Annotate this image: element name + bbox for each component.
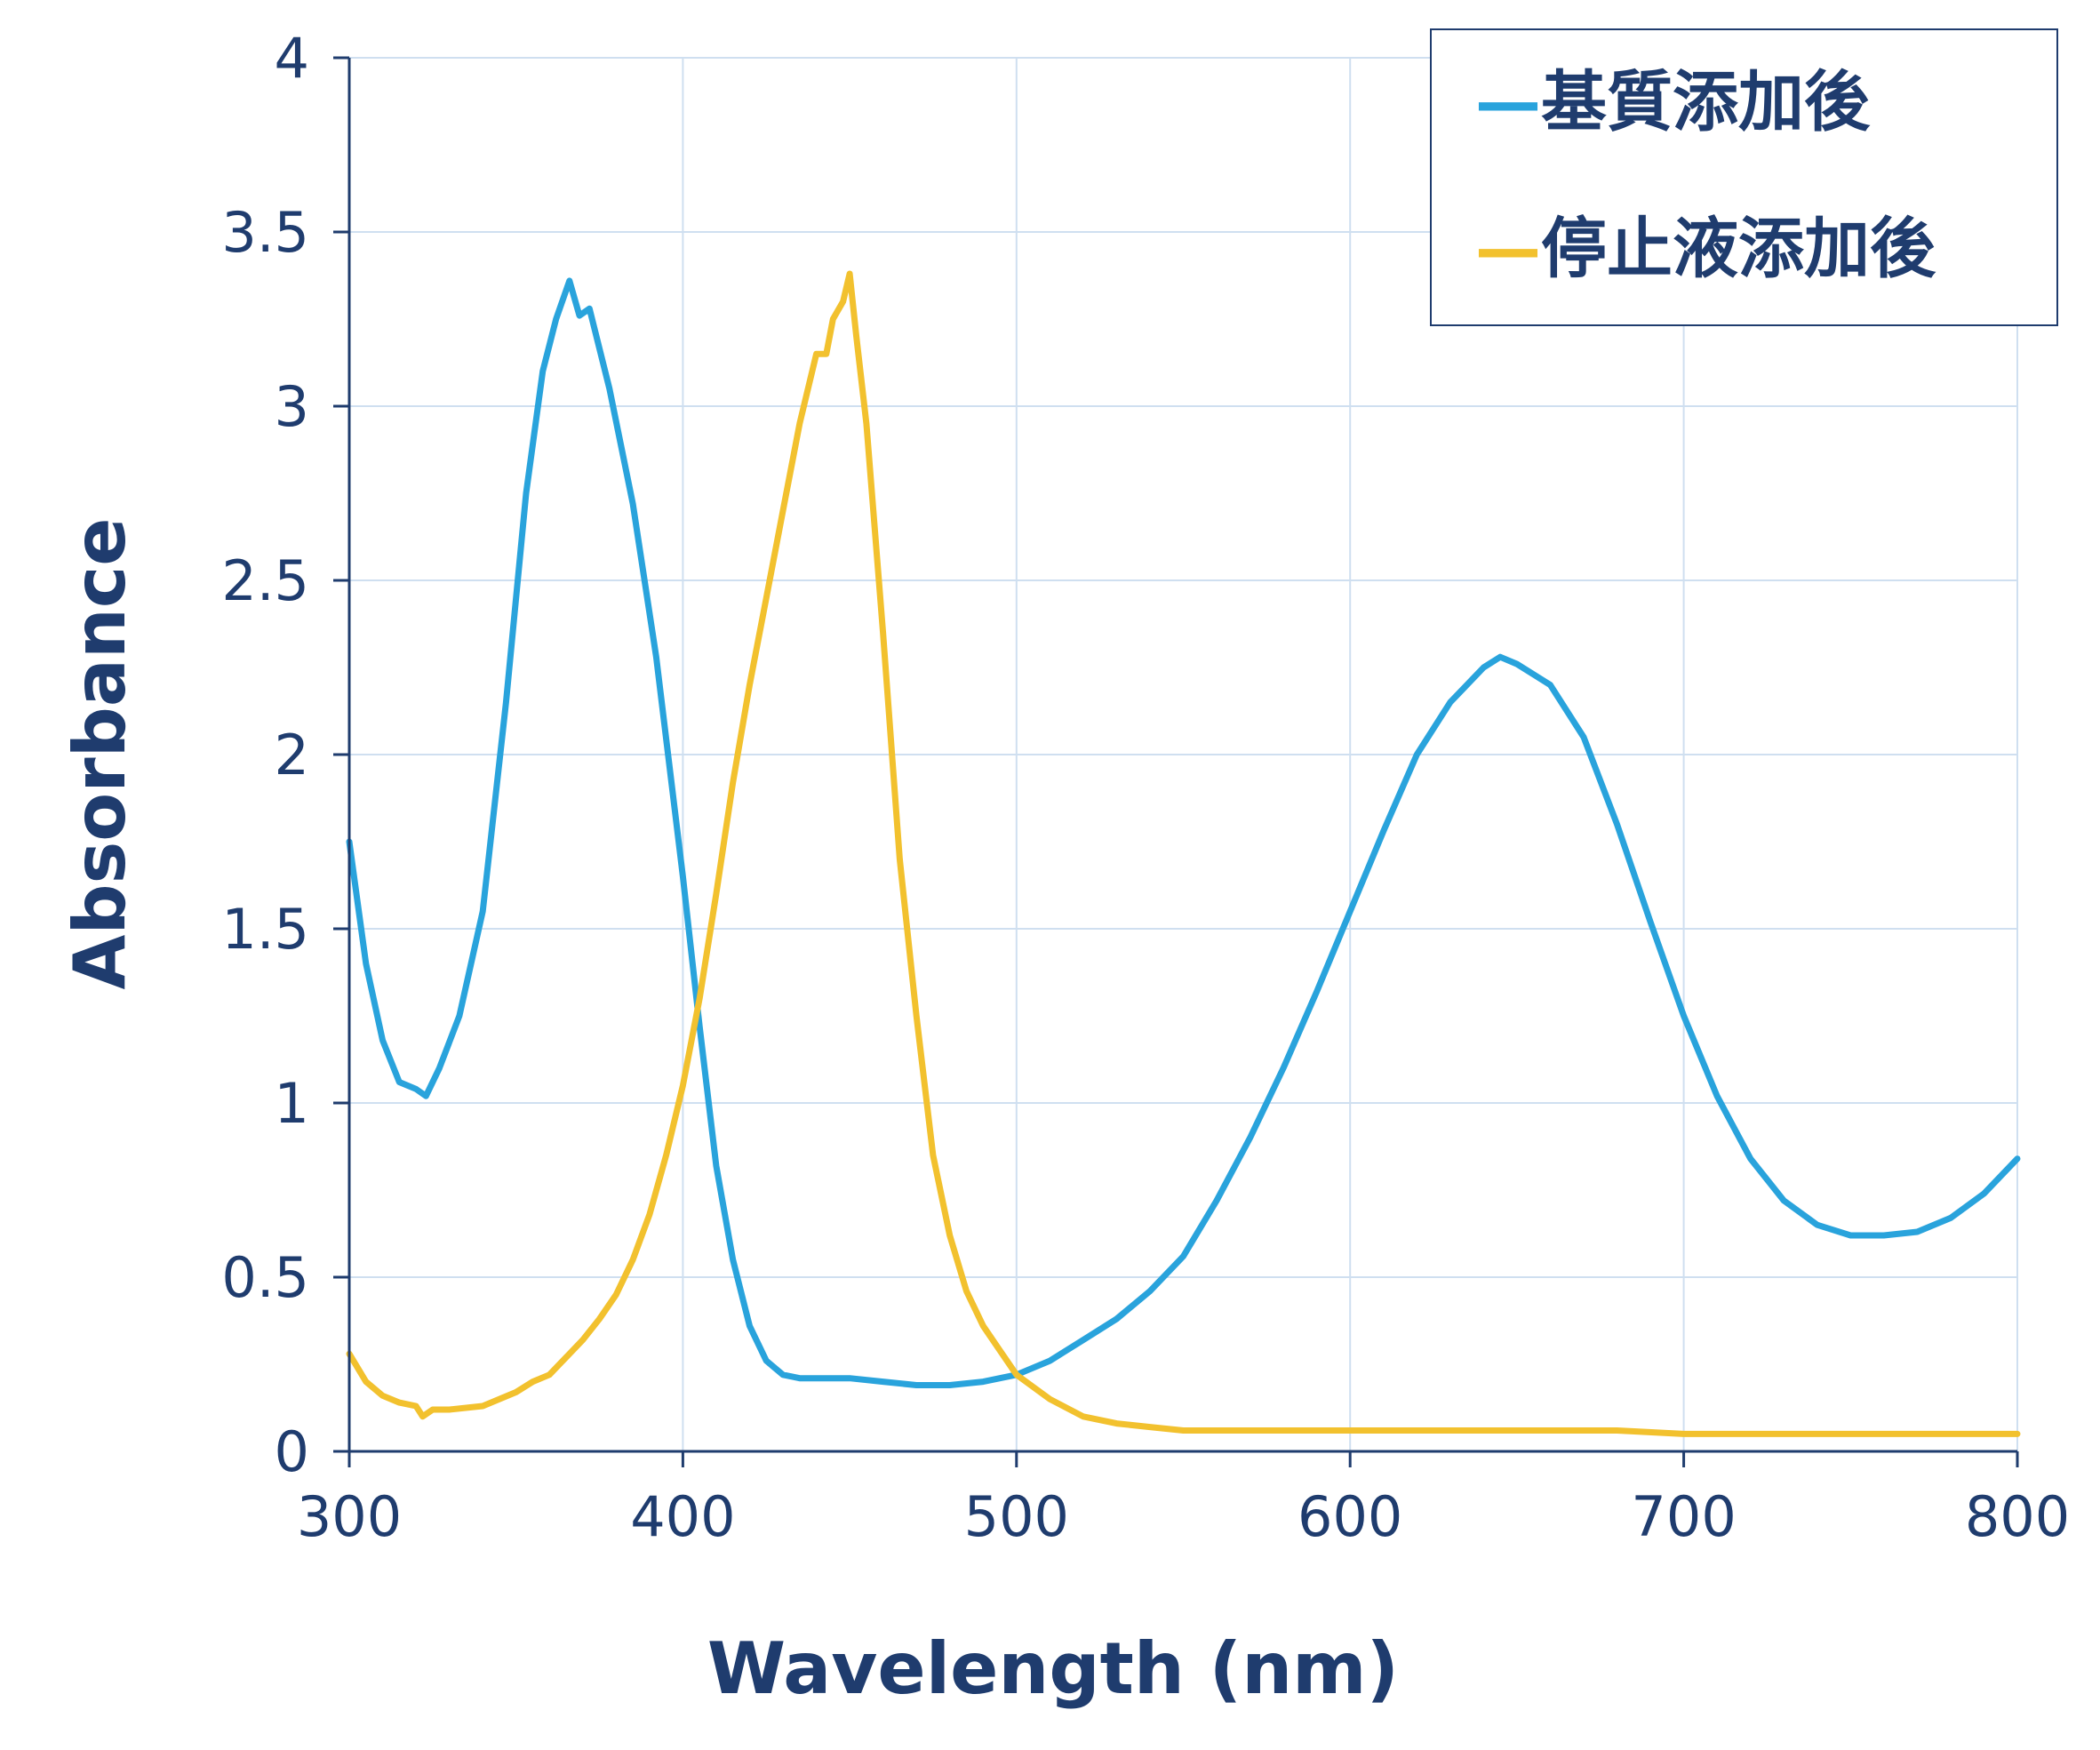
x-tick-label: 800 xyxy=(1965,1484,2070,1549)
legend-box xyxy=(1430,28,2058,326)
series-line-substrate xyxy=(346,277,2021,1388)
y-tick-label: 1.5 xyxy=(221,897,309,962)
x-tick-label: 700 xyxy=(1631,1484,1736,1549)
legend-label: 停止液添加後 xyxy=(1541,211,1936,287)
tick-labels: 0 0.5 1 1.5 2 2.5 3 3.5 4 300 400 500 600 700 800 xyxy=(221,26,2070,1549)
y-tick-label: 3 xyxy=(275,374,309,439)
y-tick-label: 0.5 xyxy=(221,1245,309,1310)
y-tick-label: 2.5 xyxy=(221,548,309,613)
x-axis-title: Wavelength (nm) xyxy=(707,1627,1399,1710)
x-tick-label: 400 xyxy=(630,1484,735,1549)
y-tick-label: 1 xyxy=(275,1071,309,1136)
axes xyxy=(333,56,2019,1467)
x-tick-label: 500 xyxy=(964,1484,1069,1549)
series-line-stop-solution xyxy=(346,270,2021,1437)
legend-swatch: — xyxy=(1475,211,1541,287)
y-tick-label: 3.5 xyxy=(221,200,309,265)
series-lines xyxy=(346,270,2021,1437)
x-tick-label: 300 xyxy=(297,1484,402,1549)
y-axis-title: Absorbance xyxy=(59,517,141,989)
legend-entry-stop-solution: —停止液添加後 xyxy=(1475,211,1936,287)
legend-label: 基質添加後 xyxy=(1541,64,1871,140)
legend: —基質添加後 —停止液添加後 xyxy=(1430,28,2058,326)
y-tick-label: 2 xyxy=(275,723,309,787)
y-tick-label: 4 xyxy=(275,26,309,91)
x-tick-label: 600 xyxy=(1298,1484,1402,1549)
legend-swatch: — xyxy=(1475,64,1541,140)
y-tick-label: 0 xyxy=(275,1419,309,1484)
legend-entry-substrate: —基質添加後 xyxy=(1475,64,1871,140)
